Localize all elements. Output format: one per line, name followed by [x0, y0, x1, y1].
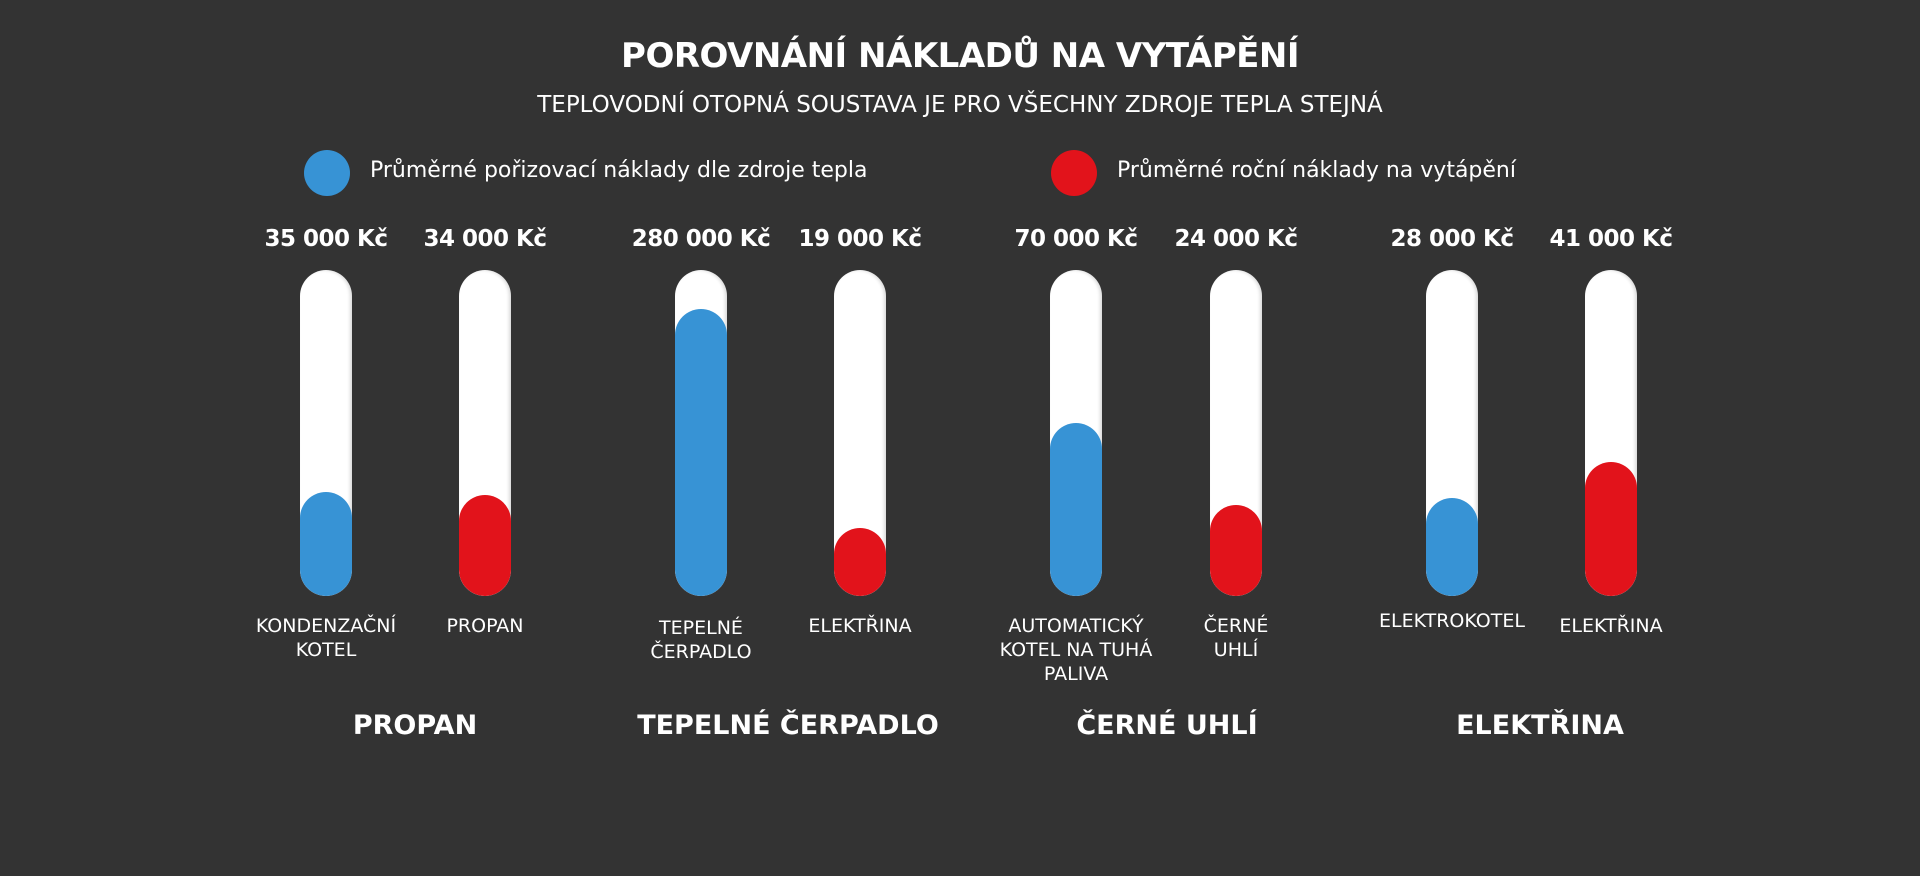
bar-category-label: ČERNÉ UHLÍ: [1203, 615, 1269, 661]
legend-label-annual: Průměrné roční náklady na vytápění: [1117, 158, 1516, 183]
thermometer-tube: [1050, 270, 1102, 596]
bar-fill: [1050, 423, 1102, 596]
bar-category-label: ELEKTŘINA: [808, 615, 912, 637]
thermometer-tube: [1210, 270, 1262, 596]
group-label: PROPAN: [352, 710, 478, 741]
chart-title: POROVNÁNÍ NÁKLADŮ NA VYTÁPĚNÍ: [621, 36, 1299, 76]
bar-category-label: TEPELNÉ ČERPADLO: [650, 617, 752, 663]
bar-fill: [834, 528, 886, 596]
thermometer-tube: [1426, 270, 1478, 596]
bar-fill: [300, 492, 352, 596]
thermometer-tube: [675, 270, 727, 596]
legend-swatch-red: [1051, 150, 1097, 196]
thermometer-tube: [834, 270, 886, 596]
bar-value-label: 35 000 Kč: [264, 226, 389, 252]
thermometer-tube: [459, 270, 511, 596]
bar-value-label: 280 000 Kč: [631, 226, 771, 252]
bar-category-label: AUTOMATICKÝ KOTEL NA TUHÁ PALIVA: [999, 615, 1153, 685]
bar-value-label: 24 000 Kč: [1174, 226, 1299, 252]
bar-category-label: PROPAN: [446, 615, 524, 637]
bar-value-label: 41 000 Kč: [1549, 226, 1674, 252]
bar-value-label: 70 000 Kč: [1014, 226, 1139, 252]
bar-value-label: 34 000 Kč: [423, 226, 548, 252]
bar-value-label: 28 000 Kč: [1390, 226, 1515, 252]
thermometer-tube: [1585, 270, 1637, 596]
legend-swatch-blue: [304, 150, 350, 196]
bar-category-label: KONDENZAČNÍ KOTEL: [255, 615, 397, 661]
bar-value-label: 19 000 Kč: [798, 226, 923, 252]
bar-fill: [1585, 462, 1637, 596]
chart-subtitle: TEPLOVODNÍ OTOPNÁ SOUSTAVA JE PRO VŠECHN…: [537, 92, 1383, 118]
legend-label-purchase: Průměrné pořizovací náklady dle zdroje t…: [370, 158, 868, 183]
bar-fill: [1426, 498, 1478, 596]
bar-category-label: ELEKTŘINA: [1559, 615, 1663, 637]
thermometer-tube: [300, 270, 352, 596]
bar-fill: [1210, 505, 1262, 596]
bar-category-label: ELEKTROKOTEL: [1379, 610, 1525, 632]
bar-fill: [675, 309, 727, 596]
bar-fill: [459, 495, 511, 596]
group-label: ČERNÉ UHLÍ: [1076, 710, 1258, 741]
group-label: ELEKTŘINA: [1456, 710, 1624, 741]
group-label: TEPELNÉ ČERPADLO: [637, 710, 939, 741]
